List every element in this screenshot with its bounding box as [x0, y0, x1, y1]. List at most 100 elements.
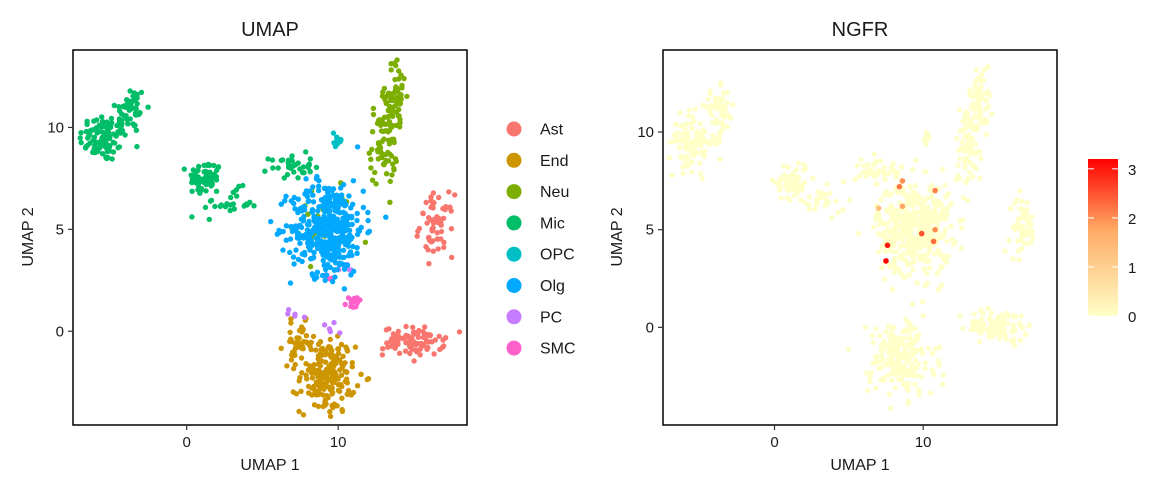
ngfr-point	[864, 387, 870, 394]
ngfr-point	[930, 199, 936, 206]
ngfr-point	[1019, 206, 1026, 213]
ngfr-point	[970, 173, 976, 180]
ngfr-point	[910, 364, 916, 371]
umap-point-mic	[299, 169, 306, 176]
umap-point-neu	[398, 72, 404, 78]
ngfr-point	[666, 155, 673, 161]
ngfr-point	[987, 92, 993, 99]
umap-point-end	[339, 395, 345, 401]
umap-point-mic	[303, 149, 309, 155]
ngfr-point	[795, 160, 802, 166]
umap-point-mic	[306, 162, 312, 168]
ngfr-axes: 0 10 0 5 10	[637, 124, 931, 451]
ngfr-point	[835, 209, 841, 216]
ngfr-point	[699, 175, 705, 181]
umap-point-neu	[370, 105, 377, 112]
ngfr-point	[698, 149, 704, 156]
legend-key-pc	[506, 309, 522, 325]
ngfr-point	[893, 174, 900, 180]
umap-point-ast	[440, 215, 447, 221]
umap-point-end	[314, 381, 320, 387]
ngfr-point	[891, 259, 898, 265]
ngfr-high-point	[918, 230, 925, 237]
umap-point-mic	[281, 175, 287, 181]
ngfr-point	[1000, 325, 1006, 331]
umap-point-olg	[308, 256, 314, 262]
ngfr-point	[909, 351, 915, 358]
ngfr-point	[922, 360, 929, 366]
ngfr-point	[1002, 248, 1008, 254]
umap-point-end	[298, 388, 304, 394]
umap-point-mic	[307, 169, 313, 175]
ngfr-point	[942, 253, 948, 259]
ngfr-point	[942, 227, 948, 233]
ngfr-x-tick-label: 10	[915, 434, 932, 451]
ngfr-point	[826, 190, 833, 196]
umap-point-end	[293, 340, 300, 346]
ngfr-point	[870, 339, 876, 346]
umap-point-olg	[341, 266, 348, 272]
umap-point-mic	[93, 139, 99, 145]
ngfr-point	[1028, 214, 1035, 220]
umap-point-end	[339, 383, 345, 390]
umap-point-olg	[315, 235, 321, 242]
umap-point-olg	[291, 261, 297, 267]
umap-y-tick-label: 0	[56, 323, 64, 340]
umap-point-neu	[383, 128, 389, 134]
ngfr-point	[965, 176, 971, 182]
umap-point-end	[327, 352, 333, 358]
ngfr-point	[977, 114, 984, 121]
ngfr-point	[881, 276, 888, 282]
umap-y-tick-label: 10	[47, 119, 64, 136]
umap-point-end	[344, 369, 350, 376]
umap-point-mic	[231, 206, 237, 212]
umap-point-olg	[329, 278, 336, 285]
legend-label-neu: Neu	[540, 184, 569, 201]
ngfr-point	[916, 389, 922, 395]
umap-point-mic	[116, 108, 123, 114]
umap-point-end	[292, 345, 298, 351]
umap-point-mic	[212, 203, 218, 210]
umap-point-ast	[385, 344, 391, 350]
umap-point-mic	[116, 104, 122, 110]
umap-point-ast	[429, 227, 436, 233]
ngfr-point	[934, 213, 940, 220]
ngfr-point	[904, 261, 911, 268]
umap-point-mic	[285, 164, 292, 170]
ngfr-point	[912, 182, 919, 189]
ngfr-point	[888, 203, 894, 209]
umap-point-neu	[385, 107, 391, 114]
ngfr-point	[1000, 319, 1006, 325]
ngfr-high-point	[884, 242, 891, 249]
ngfr-point	[871, 151, 877, 157]
umap-point-neu	[404, 93, 410, 100]
ngfr-point	[944, 238, 950, 244]
umap-point-olg	[321, 185, 328, 192]
ngfr-point	[939, 381, 946, 388]
legend-label-smc: SMC	[540, 341, 576, 358]
ngfr-point	[882, 248, 889, 255]
ngfr-point	[690, 152, 696, 158]
ngfr-point	[883, 188, 889, 195]
ngfr-point	[898, 340, 904, 346]
ngfr-point	[792, 183, 798, 189]
umap-point-neu	[305, 211, 311, 217]
umap-point-ast	[441, 244, 447, 251]
ngfr-point	[689, 125, 695, 132]
ngfr-point	[913, 157, 919, 163]
ngfr-point	[885, 323, 892, 330]
umap-plot-frame	[72, 49, 468, 426]
ngfr-point	[983, 106, 989, 112]
umap-point-olg	[331, 256, 338, 263]
umap-point-mic	[123, 113, 129, 119]
umap-point-end	[354, 383, 361, 389]
ngfr-point	[678, 154, 684, 160]
umap-point-end	[305, 390, 312, 396]
ngfr-point	[1018, 237, 1025, 243]
umap-point-end	[322, 397, 328, 403]
umap-point-mic	[251, 203, 257, 209]
ngfr-point	[914, 280, 920, 286]
umap-point-neu	[388, 67, 394, 73]
ngfr-point	[923, 129, 930, 136]
ngfr-point	[890, 213, 896, 220]
